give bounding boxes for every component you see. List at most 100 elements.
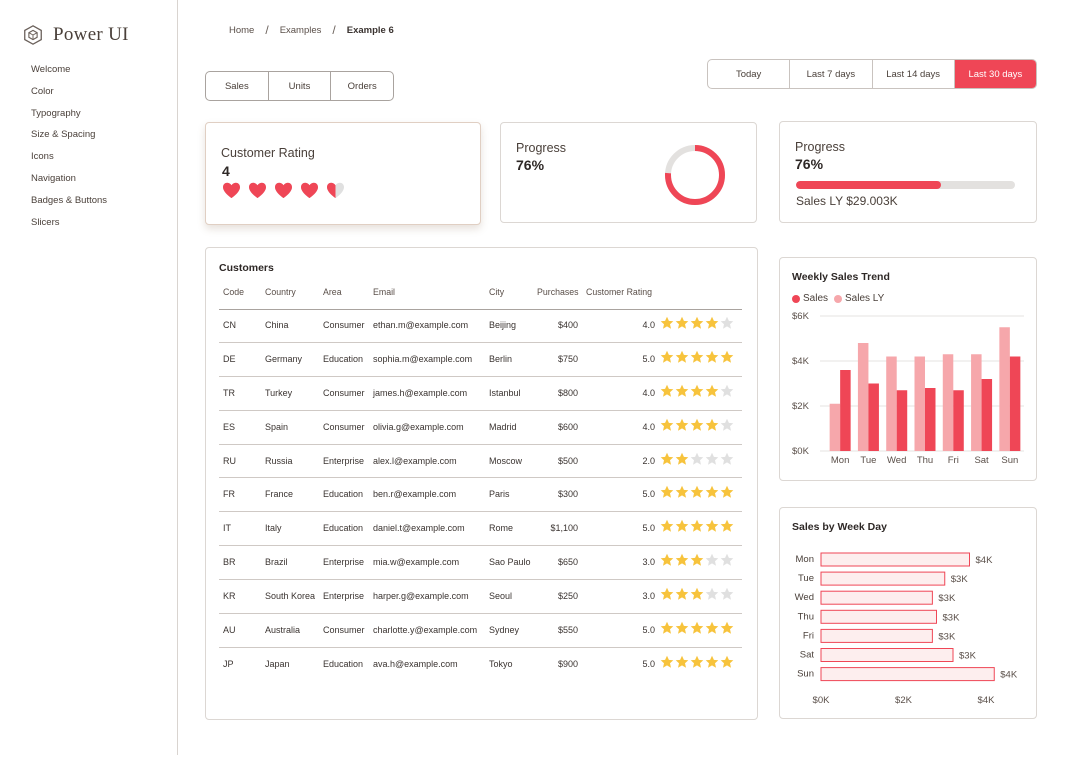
- bar-day: [820, 648, 954, 662]
- date-last-7-days-button[interactable]: Last 7 days: [790, 60, 873, 88]
- table-row[interactable]: DE Germany Education sophia.m@example.com Be…: [219, 343, 742, 377]
- cell-country: South Korea: [265, 591, 316, 602]
- legend-label-sales-ly: Sales LY: [845, 293, 885, 304]
- date-today-button[interactable]: Today: [708, 60, 791, 88]
- cell-rating: 5.0: [642, 658, 655, 669]
- legend-item-sales-ly[interactable]: Sales LY: [834, 293, 884, 304]
- breadcrumb: Home / Examples / Example 6: [229, 23, 394, 37]
- heart-icon: [275, 182, 292, 199]
- rating-hearts: [222, 182, 345, 199]
- rating-stars: [660, 621, 734, 635]
- sales-by-week-day-chart: Mon $4K Tue $3K Wed $3K Thu $3K Fri $3K Sat $3K Sun $…: [795, 552, 1018, 706]
- cell-purchases: $650: [557, 557, 578, 568]
- date-last-14-days-button[interactable]: Last 14 days: [873, 60, 955, 88]
- bar-day: [820, 571, 946, 586]
- legend-label-sales: Sales: [803, 293, 829, 304]
- legend-item-sales[interactable]: Sales: [792, 293, 828, 304]
- legend-dot-sales: [792, 294, 800, 303]
- bar-sales-ly: [829, 403, 841, 451]
- customers-table-card: Customers Code Country Area Email City P…: [205, 247, 758, 720]
- table-row[interactable]: RU Russia Enterprise alex.l@example.com Mosc…: [219, 445, 742, 479]
- sidebar-item-navigation[interactable]: Navigation: [31, 172, 76, 184]
- sidebar-item-icons[interactable]: Icons: [31, 151, 54, 163]
- column-header-email[interactable]: Email: [373, 287, 395, 297]
- cell-purchases: $800: [557, 387, 578, 398]
- y-category-label: Fri: [803, 630, 814, 641]
- x-tick-label: Sat: [974, 455, 989, 466]
- tab-units[interactable]: Units: [269, 72, 332, 100]
- cell-city: Beijing: [489, 320, 517, 330]
- bar-sales-ly: [857, 343, 869, 451]
- cell-email: alex.l@example.com: [373, 455, 457, 466]
- table-row[interactable]: CN China Consumer ethan.m@example.com Beijin…: [219, 309, 742, 343]
- table-row[interactable]: JP Japan Education ava.h@example.com Tokyo $9…: [219, 648, 742, 682]
- sidebar-item-badges-buttons[interactable]: Badges & Buttons: [31, 194, 108, 206]
- app-title: Power UI: [53, 24, 129, 45]
- breadcrumb-home[interactable]: Home: [229, 24, 255, 36]
- table-row[interactable]: IT Italy Education daniel.t@example.com Rome…: [219, 512, 742, 547]
- star-icon: [690, 554, 704, 566]
- byday-chart-title: Sales by Week Day: [792, 521, 887, 533]
- bar-sales: [1009, 356, 1021, 451]
- x-tick-label: Mon: [831, 455, 849, 466]
- star-icon: [660, 655, 674, 668]
- cell-purchases: $1,100: [550, 523, 578, 534]
- star-icon: [675, 520, 689, 533]
- y-category-label: Sun: [797, 669, 814, 680]
- bar-value-label: $3K: [959, 651, 977, 662]
- column-header-customer-rating[interactable]: Customer Rating: [586, 287, 653, 297]
- cell-purchases: $900: [557, 658, 578, 669]
- rating-stars: [660, 485, 734, 499]
- star-icon: [720, 452, 734, 465]
- customers-table-title: Customers: [219, 262, 274, 274]
- column-header-code[interactable]: Code: [223, 287, 245, 297]
- rating-stars: [660, 655, 734, 669]
- table-row[interactable]: BR Brazil Enterprise mia.w@example.com Sao P…: [219, 546, 742, 581]
- logo[interactable]: Power UI: [22, 24, 129, 46]
- sidebar-item-size-spacing[interactable]: Size & Spacing: [31, 129, 96, 141]
- breadcrumb-examples[interactable]: Examples: [279, 24, 322, 36]
- table-row[interactable]: FR France Education ben.r@example.com Paris $…: [219, 478, 742, 513]
- weekly-sales-trend-card: Weekly Sales Trend Sales Sales LY $0K $2K…: [779, 257, 1037, 481]
- date-last-30-days-button[interactable]: Last 30 days: [954, 60, 1036, 88]
- column-header-country[interactable]: Country: [265, 287, 296, 297]
- sidebar-item-slicers[interactable]: Slicers: [31, 216, 60, 228]
- star-icon: [690, 418, 704, 431]
- cell-city: Sydney: [489, 625, 520, 636]
- x-tick-label: Thu: [917, 455, 933, 466]
- sidebar-item-color[interactable]: Color: [31, 85, 54, 97]
- cell-code: CN: [223, 320, 236, 330]
- column-header-purchases[interactable]: Purchases: [537, 287, 579, 297]
- column-header-city[interactable]: City: [489, 287, 505, 297]
- column-header-area[interactable]: Area: [323, 287, 342, 297]
- bar-day: [820, 590, 933, 605]
- rating-stars: [660, 519, 734, 533]
- cell-purchases: $550: [557, 625, 578, 636]
- bar-day: [820, 552, 970, 567]
- cell-city: Rome: [489, 523, 514, 534]
- cell-country: Spain: [265, 421, 289, 432]
- progress-bar-title: Progress: [795, 140, 846, 154]
- bar-day: [820, 667, 995, 682]
- table-row[interactable]: KR South Korea Enterprise harper.g@example.…: [219, 580, 742, 615]
- tab-orders[interactable]: Orders: [347, 80, 377, 92]
- cell-area: Education: [323, 353, 364, 364]
- sidebar-item-typography[interactable]: Typography: [31, 107, 81, 119]
- bar-sales-ly: [886, 356, 897, 451]
- star-icon: [675, 621, 689, 634]
- rating-stars: [660, 316, 734, 330]
- star-icon: [690, 621, 704, 634]
- cell-purchases: $400: [557, 320, 578, 330]
- y-tick-label: $2K: [792, 401, 810, 412]
- bar-sales-ly: [914, 356, 925, 451]
- star-icon: [705, 587, 719, 600]
- tab-sales[interactable]: Sales: [206, 72, 269, 100]
- cell-city: Tokyo: [489, 658, 513, 669]
- table-row[interactable]: ES Spain Consumer olivia.g@example.com Madri…: [219, 411, 742, 445]
- table-row[interactable]: TR Turkey Consumer james.h@example.com Istan…: [219, 377, 742, 411]
- star-icon: [705, 452, 719, 465]
- star-icon: [660, 587, 674, 600]
- sidebar-item-welcome[interactable]: Welcome: [31, 64, 71, 75]
- table-row[interactable]: AU Australia Consumer charlotte.y@example.c…: [219, 614, 742, 648]
- breadcrumb-separator: /: [265, 23, 269, 37]
